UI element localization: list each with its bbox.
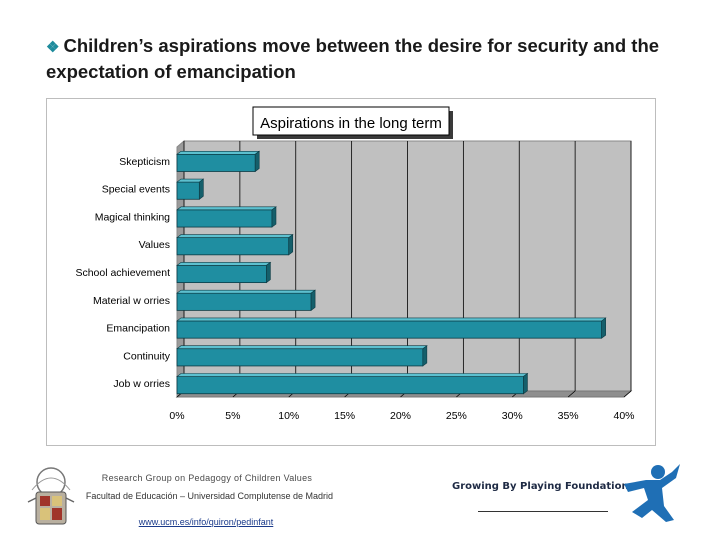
x-tick-label: 20% <box>390 410 411 422</box>
bar <box>176 264 267 284</box>
category-label: Special events <box>102 184 170 196</box>
bar-end <box>254 150 260 173</box>
bar <box>176 237 290 256</box>
x-tick-label: 10% <box>278 410 299 422</box>
aspirations-bar-chart: 0% 5% 10% 15% 20% 25% 30% 35% 40% Skepticism Speci… <box>75 106 635 422</box>
bar-top <box>176 206 277 211</box>
bar <box>176 153 256 172</box>
category-label: Material w orries <box>93 295 170 307</box>
x-tick-label: 35% <box>558 410 579 422</box>
bar-end <box>310 289 316 311</box>
category-label: Job w orries <box>113 378 170 390</box>
group-website-link[interactable]: www.ucm.es/info/quiron/pedinfant <box>138 517 274 527</box>
foundation-name: Growing By Playing Foundation <box>452 481 629 492</box>
bar-top <box>176 262 272 266</box>
bar-top <box>176 150 261 155</box>
foundation-underline <box>478 511 608 512</box>
foundation-figure-logo-icon <box>614 462 688 526</box>
chart-title: Aspirations in the long term <box>260 115 442 132</box>
x-tick-label: 30% <box>502 410 523 422</box>
bar-top <box>176 317 607 322</box>
bar <box>176 209 273 228</box>
bar-top <box>176 178 205 183</box>
category-label: Skepticism <box>119 156 170 168</box>
bar <box>176 292 312 311</box>
bar-end <box>199 178 204 200</box>
category-label: Magical thinking <box>95 211 170 223</box>
category-label: Continuity <box>123 350 170 362</box>
bar-top <box>176 289 317 294</box>
gridline-floor <box>623 390 632 398</box>
bar-end <box>422 345 428 367</box>
bar <box>176 181 200 200</box>
category-label: Values <box>139 239 170 251</box>
bar-end <box>266 261 271 284</box>
chart-frame: 0% 5% 10% 15% 20% 25% 30% 35% 40% Skepticism Speci… <box>46 98 656 446</box>
category-label: Emancipation <box>106 323 170 335</box>
bar <box>176 348 424 367</box>
bar-top <box>176 234 294 238</box>
bar-end <box>271 206 277 228</box>
x-tick-label: 15% <box>334 410 355 422</box>
diamond-bullet-icon: ❖ <box>46 39 60 56</box>
x-tick-label: 25% <box>446 410 467 422</box>
slide-headline: ❖ Children’s aspirations move between the… <box>46 34 696 84</box>
bar-top <box>176 373 529 377</box>
faculty-name: Facultad de Educación – Universidad Comp… <box>85 491 334 501</box>
x-tick-label: 5% <box>225 410 240 422</box>
headline-text: Children’s aspirations move between the … <box>46 35 660 82</box>
bar-end <box>523 372 528 395</box>
research-group-name: Research Group on Pedagogy of Children V… <box>101 473 313 483</box>
category-label: School achievement <box>75 267 170 279</box>
bar <box>176 320 603 339</box>
university-crest-icon <box>22 462 80 532</box>
x-tick-label: 40% <box>613 410 634 422</box>
bar-end <box>601 317 606 339</box>
bar-end <box>288 234 294 256</box>
bar <box>176 376 524 395</box>
gridline-floor <box>567 390 576 398</box>
x-tick-label: 0% <box>169 410 184 422</box>
bar-top <box>176 345 428 350</box>
